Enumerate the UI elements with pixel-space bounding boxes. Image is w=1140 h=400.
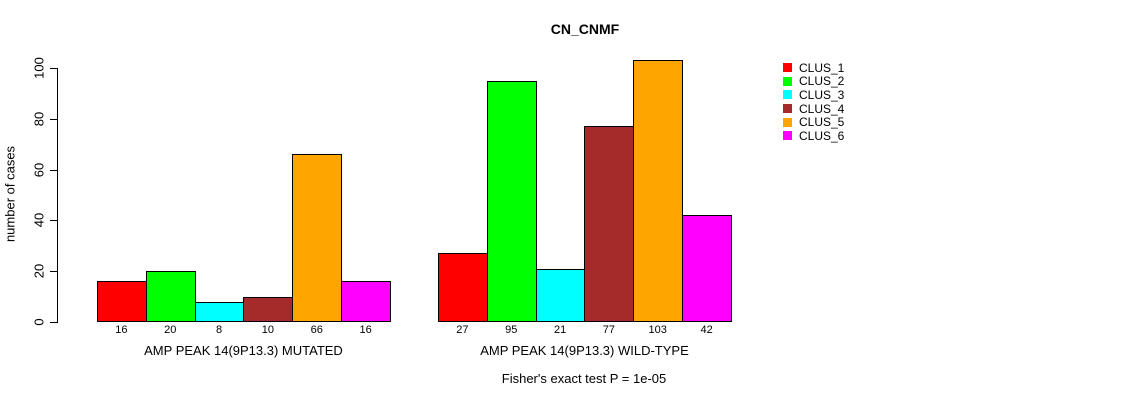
bar-clus_6 <box>341 281 391 322</box>
bar-clus_4 <box>584 126 635 322</box>
bar-clus_2 <box>145 271 196 322</box>
legend-label: CLUS_5 <box>799 115 845 130</box>
bar-value-label: 103 <box>648 324 667 336</box>
bar-value-label: 66 <box>310 324 323 336</box>
bar-value-label: 16 <box>359 324 372 336</box>
category-label: AMP PEAK 14(9P13.3) WILD-TYPE <box>480 343 689 358</box>
bar-clus_3 <box>535 268 586 322</box>
legend-swatch-icon <box>783 63 792 73</box>
legend-item-clus_4: CLUS_4 <box>783 102 844 116</box>
legend-item-clus_1: CLUS_1 <box>783 61 844 75</box>
bar-value-label: 42 <box>700 324 713 336</box>
y-tick-label: 60 <box>31 162 47 177</box>
legend-label: CLUS_3 <box>799 87 845 102</box>
y-tick-label: 40 <box>31 213 47 228</box>
chart-title: CN_CNMF <box>550 21 620 37</box>
legend-item-clus_5: CLUS_5 <box>783 115 844 129</box>
bar-value-label: 95 <box>505 324 518 336</box>
y-axis-line <box>57 68 58 323</box>
bar-value-label: 8 <box>216 324 223 336</box>
bar-value-label: 10 <box>261 324 275 336</box>
bar-clus_5 <box>292 154 343 322</box>
bar-clus_1 <box>97 281 147 322</box>
legend-item-clus_2: CLUS_2 <box>783 75 844 89</box>
bar-value-label: 77 <box>602 324 616 336</box>
bar-clus_3 <box>194 301 245 322</box>
legend-label: CLUS_2 <box>799 74 845 89</box>
legend-swatch-icon <box>783 76 792 86</box>
legend-label: CLUS_1 <box>799 60 845 75</box>
y-tick-label: 20 <box>31 263 47 279</box>
footnote: Fisher's exact test P = 1e-05 <box>501 371 667 386</box>
y-tick-label: 100 <box>31 57 47 79</box>
y-axis-label: number of cases <box>2 145 18 243</box>
bar-clus_4 <box>243 296 294 322</box>
legend-label: CLUS_4 <box>799 101 845 116</box>
y-tick-mark <box>50 322 57 323</box>
y-tick-label: 0 <box>31 318 47 326</box>
bar-value-label: 21 <box>553 324 567 336</box>
legend-item-clus_3: CLUS_3 <box>783 88 844 102</box>
y-tick-mark <box>50 118 57 120</box>
bar-clus_5 <box>633 60 684 322</box>
bar-clus_6 <box>682 215 732 322</box>
legend-swatch-icon <box>783 117 792 127</box>
bar-value-label: 16 <box>115 324 128 336</box>
legend-label: CLUS_6 <box>799 128 845 143</box>
legend-item-clus_6: CLUS_6 <box>783 129 844 143</box>
bar-value-label: 27 <box>456 324 469 336</box>
bar-clus_1 <box>438 253 488 322</box>
legend-swatch-icon <box>783 131 792 141</box>
legend-swatch-icon <box>783 90 792 100</box>
bar-value-label: 20 <box>164 324 177 336</box>
category-label: AMP PEAK 14(9P13.3) MUTATED <box>144 343 343 358</box>
legend: CLUS_1 CLUS_2 CLUS_3 CLUS_4 CLUS_5 CLUS_6 <box>783 61 844 143</box>
y-tick-mark <box>50 220 57 222</box>
legend-swatch-icon <box>783 104 792 114</box>
bar-clus_2 <box>486 80 537 322</box>
y-tick-mark <box>50 169 57 171</box>
y-tick-mark <box>50 271 57 273</box>
y-tick-mark <box>50 68 57 69</box>
y-tick-label: 80 <box>31 111 47 127</box>
